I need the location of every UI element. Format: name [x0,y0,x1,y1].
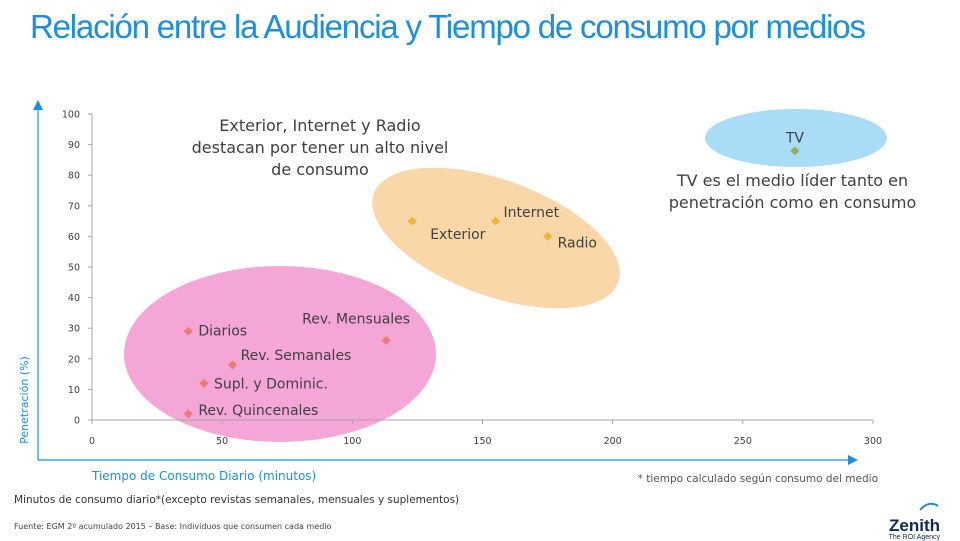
point-supl-y-dominic [199,378,209,388]
point-label-diarios: Diarios [198,323,247,339]
point-label-tv: TV [785,131,805,147]
y-tick-label: 20 [68,354,80,365]
x-tick-label: 250 [734,436,752,447]
x-arrowhead-icon [848,455,858,465]
point-label-internet: Internet [504,205,560,221]
source-note: Fuente: EGM 2º acumulado 2015 – Base: In… [14,522,332,531]
zenith-logo: Zenith The ROI Agency [889,498,940,541]
point-label-rev-mensuales: Rev. Mensuales [302,311,410,327]
point-rev-mensuales [381,335,391,345]
footnote-time: * tiempo calculado según consumo del med… [637,473,878,485]
x-tick-label: 0 [89,436,95,447]
y-arrowhead-icon [33,100,43,110]
logo-tagline: The ROI Agency [888,534,940,541]
point-label-supl-y-dominic: Supl. y Dominic. [214,376,328,392]
callout-exterior-internet-radio: Exterior, Internet y Radio destacan por … [191,116,449,179]
logo-mark-icon [919,502,939,511]
x-axis-label: Tiempo de Consumo Diario (minutos) [91,469,316,483]
point-label-radio: Radio [558,235,597,251]
x-tick-label: 50 [216,436,228,447]
ellipse-exterior-internet-radio [372,167,620,309]
point-rev-quincenales [183,409,193,419]
y-tick-label: 60 [68,232,80,243]
point-label-exterior: Exterior [430,227,485,243]
point-exterior [407,216,417,226]
point-label-rev-semanales: Rev. Semanales [241,348,352,364]
x-tick-label: 200 [604,436,622,447]
x-tick-label: 300 [864,436,882,447]
y-tick-label: 90 [68,140,80,151]
chart-subtitle: Minutos de consumo diario*(excepto revis… [14,494,460,506]
y-tick-label: 50 [68,263,80,274]
callout-tv: TV es el medio líder tanto en penetració… [668,171,917,212]
y-tick-label: 0 [74,416,80,427]
x-tick-label: 150 [473,436,491,447]
point-rev-semanales [228,360,238,370]
point-diarios [183,326,193,336]
ellipse-print-media [124,266,436,442]
y-tick-label: 10 [68,385,80,396]
point-tv [790,146,800,156]
logo-name: Zenith [889,516,940,535]
y-tick-label: 30 [68,324,80,335]
y-tick-label: 100 [62,110,80,121]
y-tick-label: 80 [68,171,80,182]
y-axis-label: Penetración (%) [18,356,31,444]
ellipse-tv [705,109,887,167]
point-radio [543,231,553,241]
point-label-rev-quincenales: Rev. Quincenales [198,403,318,419]
page-title: Relación entre la Audiencia y Tiempo de … [30,8,866,45]
x-tick-label: 100 [343,436,361,447]
y-tick-label: 70 [68,201,80,212]
y-tick-label: 40 [68,293,80,304]
point-internet [491,216,501,226]
